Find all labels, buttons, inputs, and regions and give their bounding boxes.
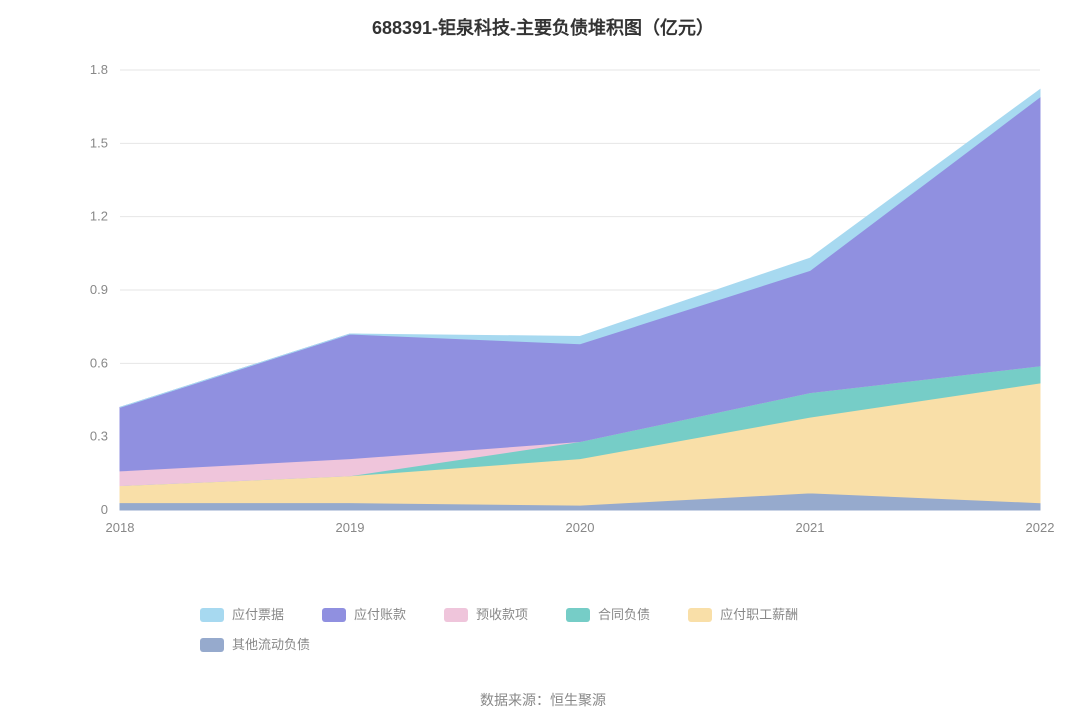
legend-swatch (322, 608, 346, 622)
x-tick-label: 2018 (106, 520, 135, 535)
legend-swatch (444, 608, 468, 622)
legend-item[interactable]: 其他流动负债 (200, 630, 310, 660)
legend-item[interactable]: 应付职工薪酬 (688, 600, 798, 630)
legend: 应付票据 应付账款 预收款项 合同负债 应付职工薪酬其他流动负债 (200, 600, 900, 660)
legend-label: 应付账款 (354, 600, 406, 630)
plot-area: 00.30.60.91.21.51.820182019202020212022 (120, 70, 1040, 510)
data-source-label: 数据来源：恒生聚源 (0, 690, 1086, 710)
chart-title: 688391-钜泉科技-主要负债堆积图（亿元） (0, 14, 1086, 40)
y-tick-label: 0.3 (90, 429, 108, 444)
chart-container: 688391-钜泉科技-主要负债堆积图（亿元） 00.30.60.91.21.5… (0, 0, 1086, 728)
x-tick-label: 2022 (1026, 520, 1055, 535)
legend-item[interactable]: 合同负债 (566, 600, 650, 630)
y-tick-label: 0 (101, 502, 108, 517)
y-tick-label: 1.8 (90, 62, 108, 77)
x-tick-label: 2019 (336, 520, 365, 535)
legend-label: 应付票据 (232, 600, 284, 630)
legend-item[interactable]: 预收款项 (444, 600, 528, 630)
legend-label: 应付职工薪酬 (720, 600, 798, 630)
legend-label: 其他流动负债 (232, 630, 310, 660)
legend-label: 预收款项 (476, 600, 528, 630)
x-tick-label: 2020 (566, 520, 595, 535)
y-tick-label: 0.6 (90, 355, 108, 370)
y-tick-label: 1.5 (90, 135, 108, 150)
legend-swatch (200, 608, 224, 622)
legend-label: 合同负债 (598, 600, 650, 630)
chart-svg: 00.30.60.91.21.51.820182019202020212022 (120, 70, 1040, 510)
x-tick-label: 2021 (796, 520, 825, 535)
legend-row: 应付票据 应付账款 预收款项 合同负债 应付职工薪酬其他流动负债 (200, 600, 900, 660)
legend-swatch (688, 608, 712, 622)
y-tick-label: 0.9 (90, 282, 108, 297)
y-tick-label: 1.2 (90, 209, 108, 224)
legend-item[interactable]: 应付账款 (322, 600, 406, 630)
legend-swatch (200, 638, 224, 652)
legend-item[interactable]: 应付票据 (200, 600, 284, 630)
legend-swatch (566, 608, 590, 622)
